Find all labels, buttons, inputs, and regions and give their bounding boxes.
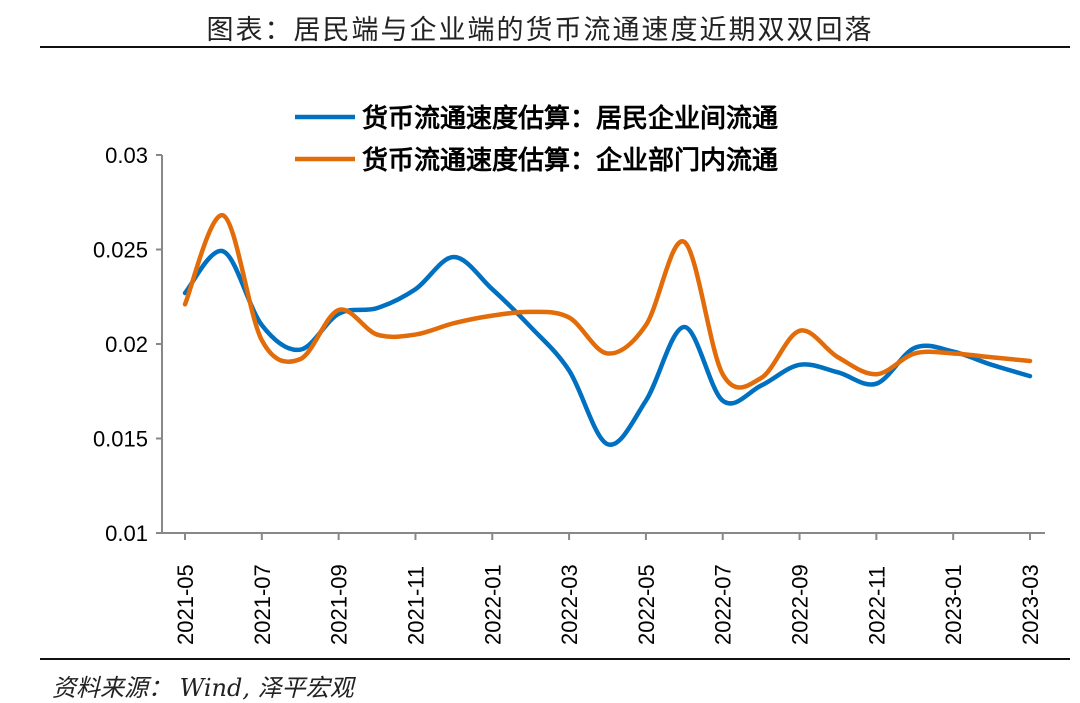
y-tick-label: 0.02 [105, 332, 148, 357]
source-note: 资料来源： Wind, 泽平宏观 [52, 674, 354, 702]
series-line-2 [182, 213, 1033, 390]
x-tick-label: 2021-09 [327, 564, 352, 645]
x-tick-label: 2021-07 [250, 564, 275, 645]
x-tick-label: 2022-07 [711, 564, 736, 645]
bottom-rule [40, 658, 1070, 660]
y-tick-label: 0.025 [93, 238, 148, 263]
x-tick-label: 2022-01 [480, 564, 505, 645]
x-tick-label: 2021-11 [403, 566, 428, 645]
legend-label-2: 货币流通速度估算：企业部门内流通 [362, 145, 778, 176]
top-rule [40, 46, 1070, 48]
x-tick-label: 2023-01 [941, 564, 966, 645]
x-tick-label: 2022-09 [788, 564, 813, 645]
x-tick-label: 2022-03 [557, 564, 582, 645]
x-tick-label: 2022-05 [634, 564, 659, 645]
legend-label-1: 货币流通速度估算：居民企业间流通 [362, 103, 778, 134]
y-tick-label: 0.01 [105, 521, 148, 546]
x-tick-label: 2022-11 [864, 566, 889, 645]
y-tick-label: 0.015 [93, 427, 148, 452]
y-tick-label: 0.03 [105, 143, 148, 168]
x-tick-label: 2021-05 [173, 564, 198, 645]
x-tick-label: 2023-03 [1018, 564, 1043, 645]
chart-title: 图表：居民端与企业端的货币流通速度近期双双回落 [206, 15, 874, 46]
